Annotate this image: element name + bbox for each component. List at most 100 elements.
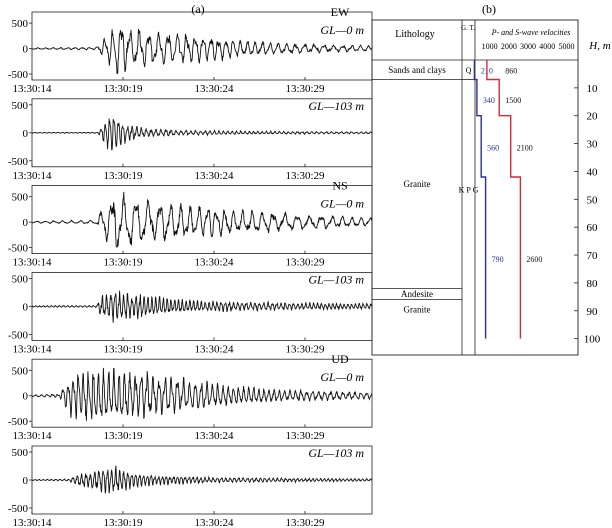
y-tick-label: 500	[12, 365, 29, 377]
gt-label: Q	[466, 66, 472, 75]
velocity-value-label: 860	[505, 67, 517, 76]
velocity-tick-label: 1000	[482, 42, 498, 51]
x-tick-label: 13:30:24	[194, 170, 234, 182]
x-tick-label: 13:30:24	[194, 257, 234, 269]
seismogram-panels: 500 0 -500 13:30:14 13:30:19 13:30:24 13:30:29…	[8, 5, 373, 528]
x-tick-label: 13:30:19	[103, 517, 143, 528]
x-tick-label: 13:30:19	[103, 257, 143, 269]
y-tick-label: 500	[12, 447, 29, 459]
component-label: UD	[331, 352, 349, 366]
depth-tick-label: 100	[584, 334, 601, 346]
x-tick-label: 13:30:29	[285, 517, 325, 528]
y-tick-label: -500	[8, 156, 29, 168]
velocity-value-label: 560	[487, 143, 499, 152]
depth-tick-label: 30	[587, 139, 599, 151]
y-tick-label: -500	[8, 503, 29, 515]
velocity-tick-label: 5000	[558, 42, 574, 51]
y-tick-label: 0	[23, 217, 29, 229]
x-tick-label: 13:30:29	[285, 170, 325, 182]
x-tick-label: 13:30:19	[103, 170, 143, 182]
y-tick-label: 0	[23, 301, 29, 313]
seismogram-panel-6: 500 0 -500 13:30:14 13:30:19 13:30:24 13:30:29…	[8, 445, 373, 528]
y-tick-label: -500	[8, 69, 29, 81]
x-tick-label: 13:30:14	[12, 430, 52, 442]
seismogram-panel-1: 500 0 -500 13:30:14 13:30:19 13:30:24 13:30:29…	[8, 5, 373, 95]
y-tick-label: 500	[12, 100, 29, 112]
x-tick-label: 13:30:19	[103, 430, 143, 442]
depth-tick-label: 90	[587, 306, 599, 318]
y-tick-label: 0	[23, 475, 29, 487]
y-tick-label: 500	[12, 192, 29, 204]
x-tick-label: 13:30:24	[194, 83, 234, 95]
x-tick-label: 13:30:29	[285, 83, 325, 95]
depth-axis-label: H, m	[588, 40, 610, 52]
depth-label: GL—103 m	[308, 446, 364, 460]
waveform-trace	[31, 191, 373, 248]
velocity-tick-label: 3000	[520, 42, 536, 51]
x-tick-label: 13:30:24	[194, 343, 234, 355]
waveform-trace	[31, 118, 373, 151]
velocity-tick-label: 4000	[539, 42, 555, 51]
panel-label-b: (b)	[482, 2, 496, 16]
velocity-tick-label: 2000	[501, 42, 517, 51]
plot-frame	[31, 358, 373, 428]
depth-tick-label: 20	[587, 111, 599, 123]
x-tick-label: 13:30:14	[12, 517, 52, 528]
y-tick-label: 0	[23, 391, 29, 403]
gt-label: K P G	[459, 185, 479, 194]
velocity-line-vs	[473, 60, 487, 339]
depth-tick-label: 60	[587, 222, 599, 234]
seismogram-panel-5: 500 0 -500 13:30:14 13:30:19 13:30:24 13:30:29…	[8, 352, 373, 442]
lithology-header: Lithology	[395, 29, 434, 40]
y-tick-label: 0	[23, 128, 29, 140]
velocity-line-vp	[486, 60, 522, 339]
seismogram-panel-4: 500 0 -500 13:30:14 13:30:19 13:30:24 13:30:29…	[8, 271, 373, 355]
lithology-label: Sands and clays	[388, 65, 446, 75]
depth-label: GL—0 m	[320, 370, 364, 384]
velocity-value-label: 2600	[526, 255, 542, 264]
panel-label-a: (a)	[191, 2, 204, 16]
waveform-trace	[31, 367, 373, 421]
velocity-value-label: 2100	[517, 143, 533, 152]
velocity-value-label: 1500	[505, 96, 521, 105]
depth-tick-label: 70	[587, 250, 599, 262]
depth-tick-label: 80	[587, 278, 599, 290]
x-tick-label: 13:30:29	[285, 343, 325, 355]
x-tick-label: 13:30:14	[12, 170, 52, 182]
x-tick-label: 13:30:29	[285, 257, 325, 269]
depth-label: GL—103 m	[308, 99, 364, 113]
seismogram-panel-3: 500 0 -500 13:30:14 13:30:19 13:30:24 13:30:29…	[8, 179, 373, 269]
depth-tick-label: 10	[587, 83, 599, 95]
depth-label: GL—103 m	[308, 272, 364, 286]
y-tick-label: -500	[8, 329, 29, 341]
y-tick-label: -500	[8, 416, 29, 428]
x-tick-label: 13:30:24	[194, 430, 234, 442]
gt-header: G. T.	[461, 24, 475, 32]
waveform-trace	[31, 29, 372, 74]
y-tick-label: -500	[8, 243, 29, 255]
component-label: NS	[332, 179, 347, 193]
x-tick-label: 13:30:14	[12, 343, 52, 355]
seismogram-panel-2: 500 0 -500 13:30:14 13:30:19 13:30:24 13:30:29…	[8, 98, 373, 182]
waveform-trace	[31, 290, 373, 323]
lithology-label: Granite	[404, 179, 431, 189]
x-tick-label: 13:30:29	[285, 430, 325, 442]
y-tick-label: 500	[12, 273, 29, 285]
depth-tick-label: 50	[587, 194, 599, 206]
depth-label: GL—0 m	[320, 197, 364, 211]
velocity-profile-panel: Lithology G. T. P- and S-wave velocities 10…	[371, 19, 611, 356]
x-tick-label: 13:30:19	[103, 83, 143, 95]
depth-label: GL—0 m	[320, 23, 364, 37]
velocity-value-label: 340	[483, 96, 495, 105]
component-label: EW	[331, 5, 350, 19]
waveform-trace	[31, 465, 372, 494]
y-tick-label: 500	[12, 18, 29, 30]
x-tick-label: 13:30:14	[12, 257, 52, 269]
x-tick-label: 13:30:19	[103, 343, 143, 355]
x-tick-label: 13:30:24	[194, 517, 234, 528]
depth-tick-label: 40	[587, 166, 599, 178]
velocity-value-label: 790	[492, 255, 504, 264]
y-tick-label: 0	[23, 44, 29, 56]
x-tick-label: 13:30:14	[12, 83, 52, 95]
